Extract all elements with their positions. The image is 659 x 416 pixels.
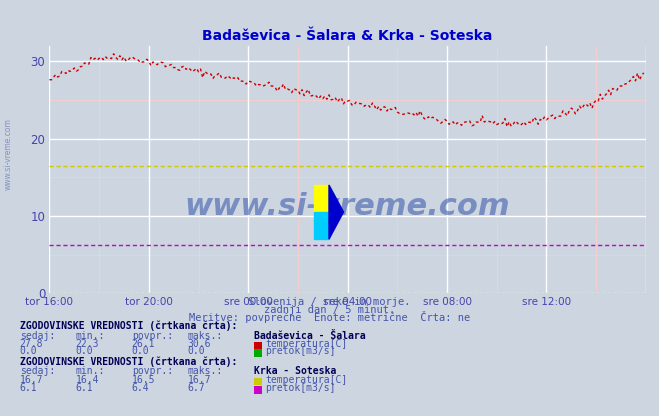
Text: 0.0: 0.0	[132, 347, 150, 357]
Text: 27.8: 27.8	[20, 339, 43, 349]
Text: Krka - Soteska: Krka - Soteska	[254, 366, 336, 376]
Text: 16.7: 16.7	[188, 375, 212, 385]
Text: Slovenija / reke in morje.: Slovenija / reke in morje.	[248, 297, 411, 307]
Text: 16.4: 16.4	[76, 375, 100, 385]
Title: Badaševica - Šalara & Krka - Soteska: Badaševica - Šalara & Krka - Soteska	[202, 29, 493, 43]
Polygon shape	[329, 185, 343, 239]
Text: 16.5: 16.5	[132, 375, 156, 385]
Polygon shape	[314, 185, 329, 212]
Text: Badaševica - Šalara: Badaševica - Šalara	[254, 331, 365, 341]
Text: temperatura[C]: temperatura[C]	[266, 339, 348, 349]
Text: 22.3: 22.3	[76, 339, 100, 349]
Text: 26.1: 26.1	[132, 339, 156, 349]
Text: povpr.:: povpr.:	[132, 331, 173, 341]
Text: ZGODOVINSKE VREDNOSTI (črtkana črta):: ZGODOVINSKE VREDNOSTI (črtkana črta):	[20, 357, 237, 367]
Text: 16.7: 16.7	[20, 375, 43, 385]
Text: 0.0: 0.0	[20, 347, 38, 357]
Text: sedaj:: sedaj:	[20, 366, 55, 376]
Text: 6.1: 6.1	[20, 383, 38, 393]
Text: 6.1: 6.1	[76, 383, 94, 393]
Text: min.:: min.:	[76, 366, 105, 376]
Text: www.si-vreme.com: www.si-vreme.com	[185, 192, 511, 221]
Text: sedaj:: sedaj:	[20, 331, 55, 341]
Text: 30.6: 30.6	[188, 339, 212, 349]
Text: Meritve: povprečne  Enote: metrične  Črta: ne: Meritve: povprečne Enote: metrične Črta:…	[189, 311, 470, 323]
Text: min.:: min.:	[76, 331, 105, 341]
Text: www.si-vreme.com: www.si-vreme.com	[3, 118, 13, 190]
Text: maks.:: maks.:	[188, 366, 223, 376]
Text: pretok[m3/s]: pretok[m3/s]	[266, 347, 336, 357]
Text: pretok[m3/s]: pretok[m3/s]	[266, 383, 336, 393]
Text: temperatura[C]: temperatura[C]	[266, 375, 348, 385]
Text: 0.0: 0.0	[188, 347, 206, 357]
Text: povpr.:: povpr.:	[132, 366, 173, 376]
Text: 6.4: 6.4	[132, 383, 150, 393]
Text: zadnji dan / 5 minut.: zadnji dan / 5 minut.	[264, 305, 395, 315]
Text: 6.7: 6.7	[188, 383, 206, 393]
Text: maks.:: maks.:	[188, 331, 223, 341]
Polygon shape	[314, 212, 329, 239]
Text: ZGODOVINSKE VREDNOSTI (črtkana črta):: ZGODOVINSKE VREDNOSTI (črtkana črta):	[20, 321, 237, 332]
Text: 0.0: 0.0	[76, 347, 94, 357]
